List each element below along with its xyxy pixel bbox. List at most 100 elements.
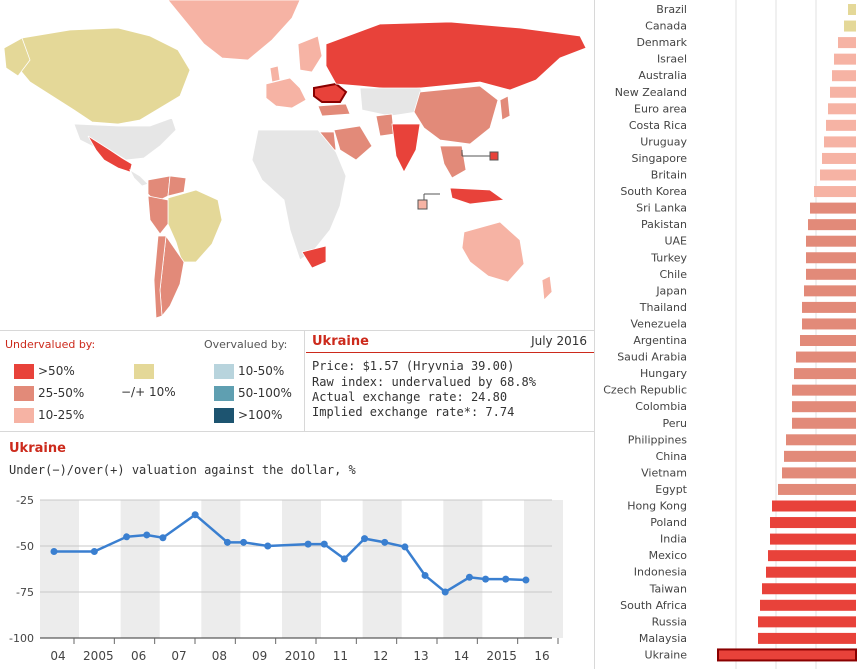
bar-colombia[interactable] <box>792 401 856 413</box>
map-region-india[interactable] <box>391 123 421 173</box>
data-point[interactable] <box>90 548 98 556</box>
data-point[interactable] <box>159 534 167 542</box>
map-callout-singapore[interactable] <box>417 199 428 210</box>
data-point[interactable] <box>264 542 272 550</box>
map-region-usa[interactable] <box>73 117 177 161</box>
map-region-greenland[interactable] <box>167 0 301 61</box>
map-region-indonesia[interactable] <box>449 187 506 205</box>
bar-label[interactable]: Japan <box>655 284 687 297</box>
bar-australia[interactable] <box>832 70 856 82</box>
bar-label[interactable]: Singapore <box>632 152 688 165</box>
data-point[interactable] <box>522 576 530 584</box>
map-region-scandinavia[interactable] <box>297 35 323 73</box>
bar-indonesia[interactable] <box>766 566 856 578</box>
map-region-euro-area[interactable] <box>265 77 307 109</box>
map-region-ukraine[interactable] <box>313 82 348 103</box>
bar-label[interactable]: Indonesia <box>634 566 687 579</box>
bar-taiwan[interactable] <box>762 583 856 595</box>
bar-label[interactable]: Venezuela <box>631 317 688 330</box>
bar-label[interactable]: Argentina <box>633 334 687 347</box>
bar-label[interactable]: Brazil <box>656 3 687 16</box>
bar-brazil[interactable] <box>848 4 856 15</box>
bar-hong-kong[interactable] <box>772 500 856 512</box>
bar-label[interactable]: Uruguay <box>640 135 687 148</box>
bar-egypt[interactable] <box>778 483 856 495</box>
map-region-peru[interactable] <box>147 195 169 235</box>
map-region-africa[interactable] <box>251 129 347 261</box>
bar-label[interactable]: Vietnam <box>641 466 687 479</box>
data-point[interactable] <box>304 540 312 548</box>
bar-label[interactable]: Britain <box>651 169 687 182</box>
bar-label[interactable]: Colombia <box>635 400 687 413</box>
bar-label[interactable]: Malaysia <box>639 632 687 645</box>
bar-saudi-arabia[interactable] <box>796 351 856 363</box>
map-region-china[interactable] <box>413 85 499 145</box>
bar-label[interactable]: Peru <box>662 417 687 430</box>
bar-south-africa[interactable] <box>760 599 856 611</box>
data-point[interactable] <box>191 511 199 519</box>
bar-israel[interactable] <box>834 53 856 65</box>
bar-label[interactable]: New Zealand <box>615 86 687 99</box>
map-region-mexico[interactable] <box>87 135 133 173</box>
map-region-saudi-arabia[interactable] <box>333 125 373 161</box>
bar-uruguay[interactable] <box>824 136 856 148</box>
bar-malaysia[interactable] <box>758 632 856 644</box>
bar-ukraine[interactable] <box>717 648 857 662</box>
bar-philippines[interactable] <box>786 434 856 446</box>
bar-label[interactable]: Russia <box>652 615 687 628</box>
bar-label[interactable]: Chile <box>659 268 687 281</box>
bar-turkey[interactable] <box>806 252 856 264</box>
map-region-russia[interactable] <box>325 21 587 91</box>
bar-label[interactable]: Sri Lanka <box>636 202 687 215</box>
data-point[interactable] <box>441 588 449 596</box>
bar-label[interactable]: Euro area <box>634 102 687 115</box>
data-point[interactable] <box>223 538 231 546</box>
bar-britain[interactable] <box>820 169 856 181</box>
map-region-australia[interactable] <box>461 221 525 283</box>
bar-label[interactable]: Egypt <box>655 483 687 496</box>
world-map[interactable] <box>0 0 594 330</box>
bar-label[interactable]: Saudi Arabia <box>617 351 687 364</box>
map-region-pakistan[interactable] <box>375 113 395 137</box>
bar-label[interactable]: Israel <box>657 53 687 66</box>
data-point[interactable] <box>320 540 328 548</box>
bar-singapore[interactable] <box>822 152 856 164</box>
map-region-central-america[interactable] <box>129 168 149 187</box>
bar-label[interactable]: Philippines <box>628 433 688 446</box>
bar-sri-lanka[interactable] <box>810 202 856 214</box>
data-point[interactable] <box>465 573 473 581</box>
bar-label[interactable]: China <box>656 450 687 463</box>
bar-poland[interactable] <box>770 517 856 529</box>
bar-label[interactable]: South Korea <box>620 185 687 198</box>
bar-label[interactable]: Hungary <box>640 367 687 380</box>
bar-label[interactable]: India <box>660 533 687 546</box>
bar-thailand[interactable] <box>802 301 856 313</box>
bar-china[interactable] <box>784 450 856 462</box>
bar-czech-republic[interactable] <box>792 384 856 396</box>
map-region-britain[interactable] <box>269 65 281 83</box>
bar-label[interactable]: Canada <box>645 20 687 33</box>
data-point[interactable] <box>361 535 369 543</box>
bar-venezuela[interactable] <box>802 318 856 330</box>
map-region-south-africa[interactable] <box>301 245 327 269</box>
bar-label[interactable]: Denmark <box>636 36 687 49</box>
bar-russia[interactable] <box>758 616 856 628</box>
bar-denmark[interactable] <box>838 37 856 49</box>
bar-euro-area[interactable] <box>828 103 856 115</box>
bar-label[interactable]: Poland <box>650 516 687 529</box>
data-point[interactable] <box>143 531 151 539</box>
map-callout-hong-kong[interactable] <box>489 151 499 161</box>
bar-label[interactable]: Australia <box>638 69 687 82</box>
data-point[interactable] <box>240 538 248 546</box>
bar-canada[interactable] <box>844 20 856 32</box>
map-region-japan[interactable] <box>499 95 511 121</box>
data-point[interactable] <box>123 533 131 541</box>
map-region-chile[interactable] <box>153 235 167 319</box>
data-point[interactable] <box>502 575 510 583</box>
bar-mexico[interactable] <box>768 550 856 562</box>
bar-hungary[interactable] <box>794 368 856 380</box>
map-region-new-zealand[interactable] <box>541 275 553 301</box>
bar-peru[interactable] <box>792 417 856 429</box>
data-point[interactable] <box>401 543 409 551</box>
map-region-canada[interactable] <box>9 27 191 125</box>
